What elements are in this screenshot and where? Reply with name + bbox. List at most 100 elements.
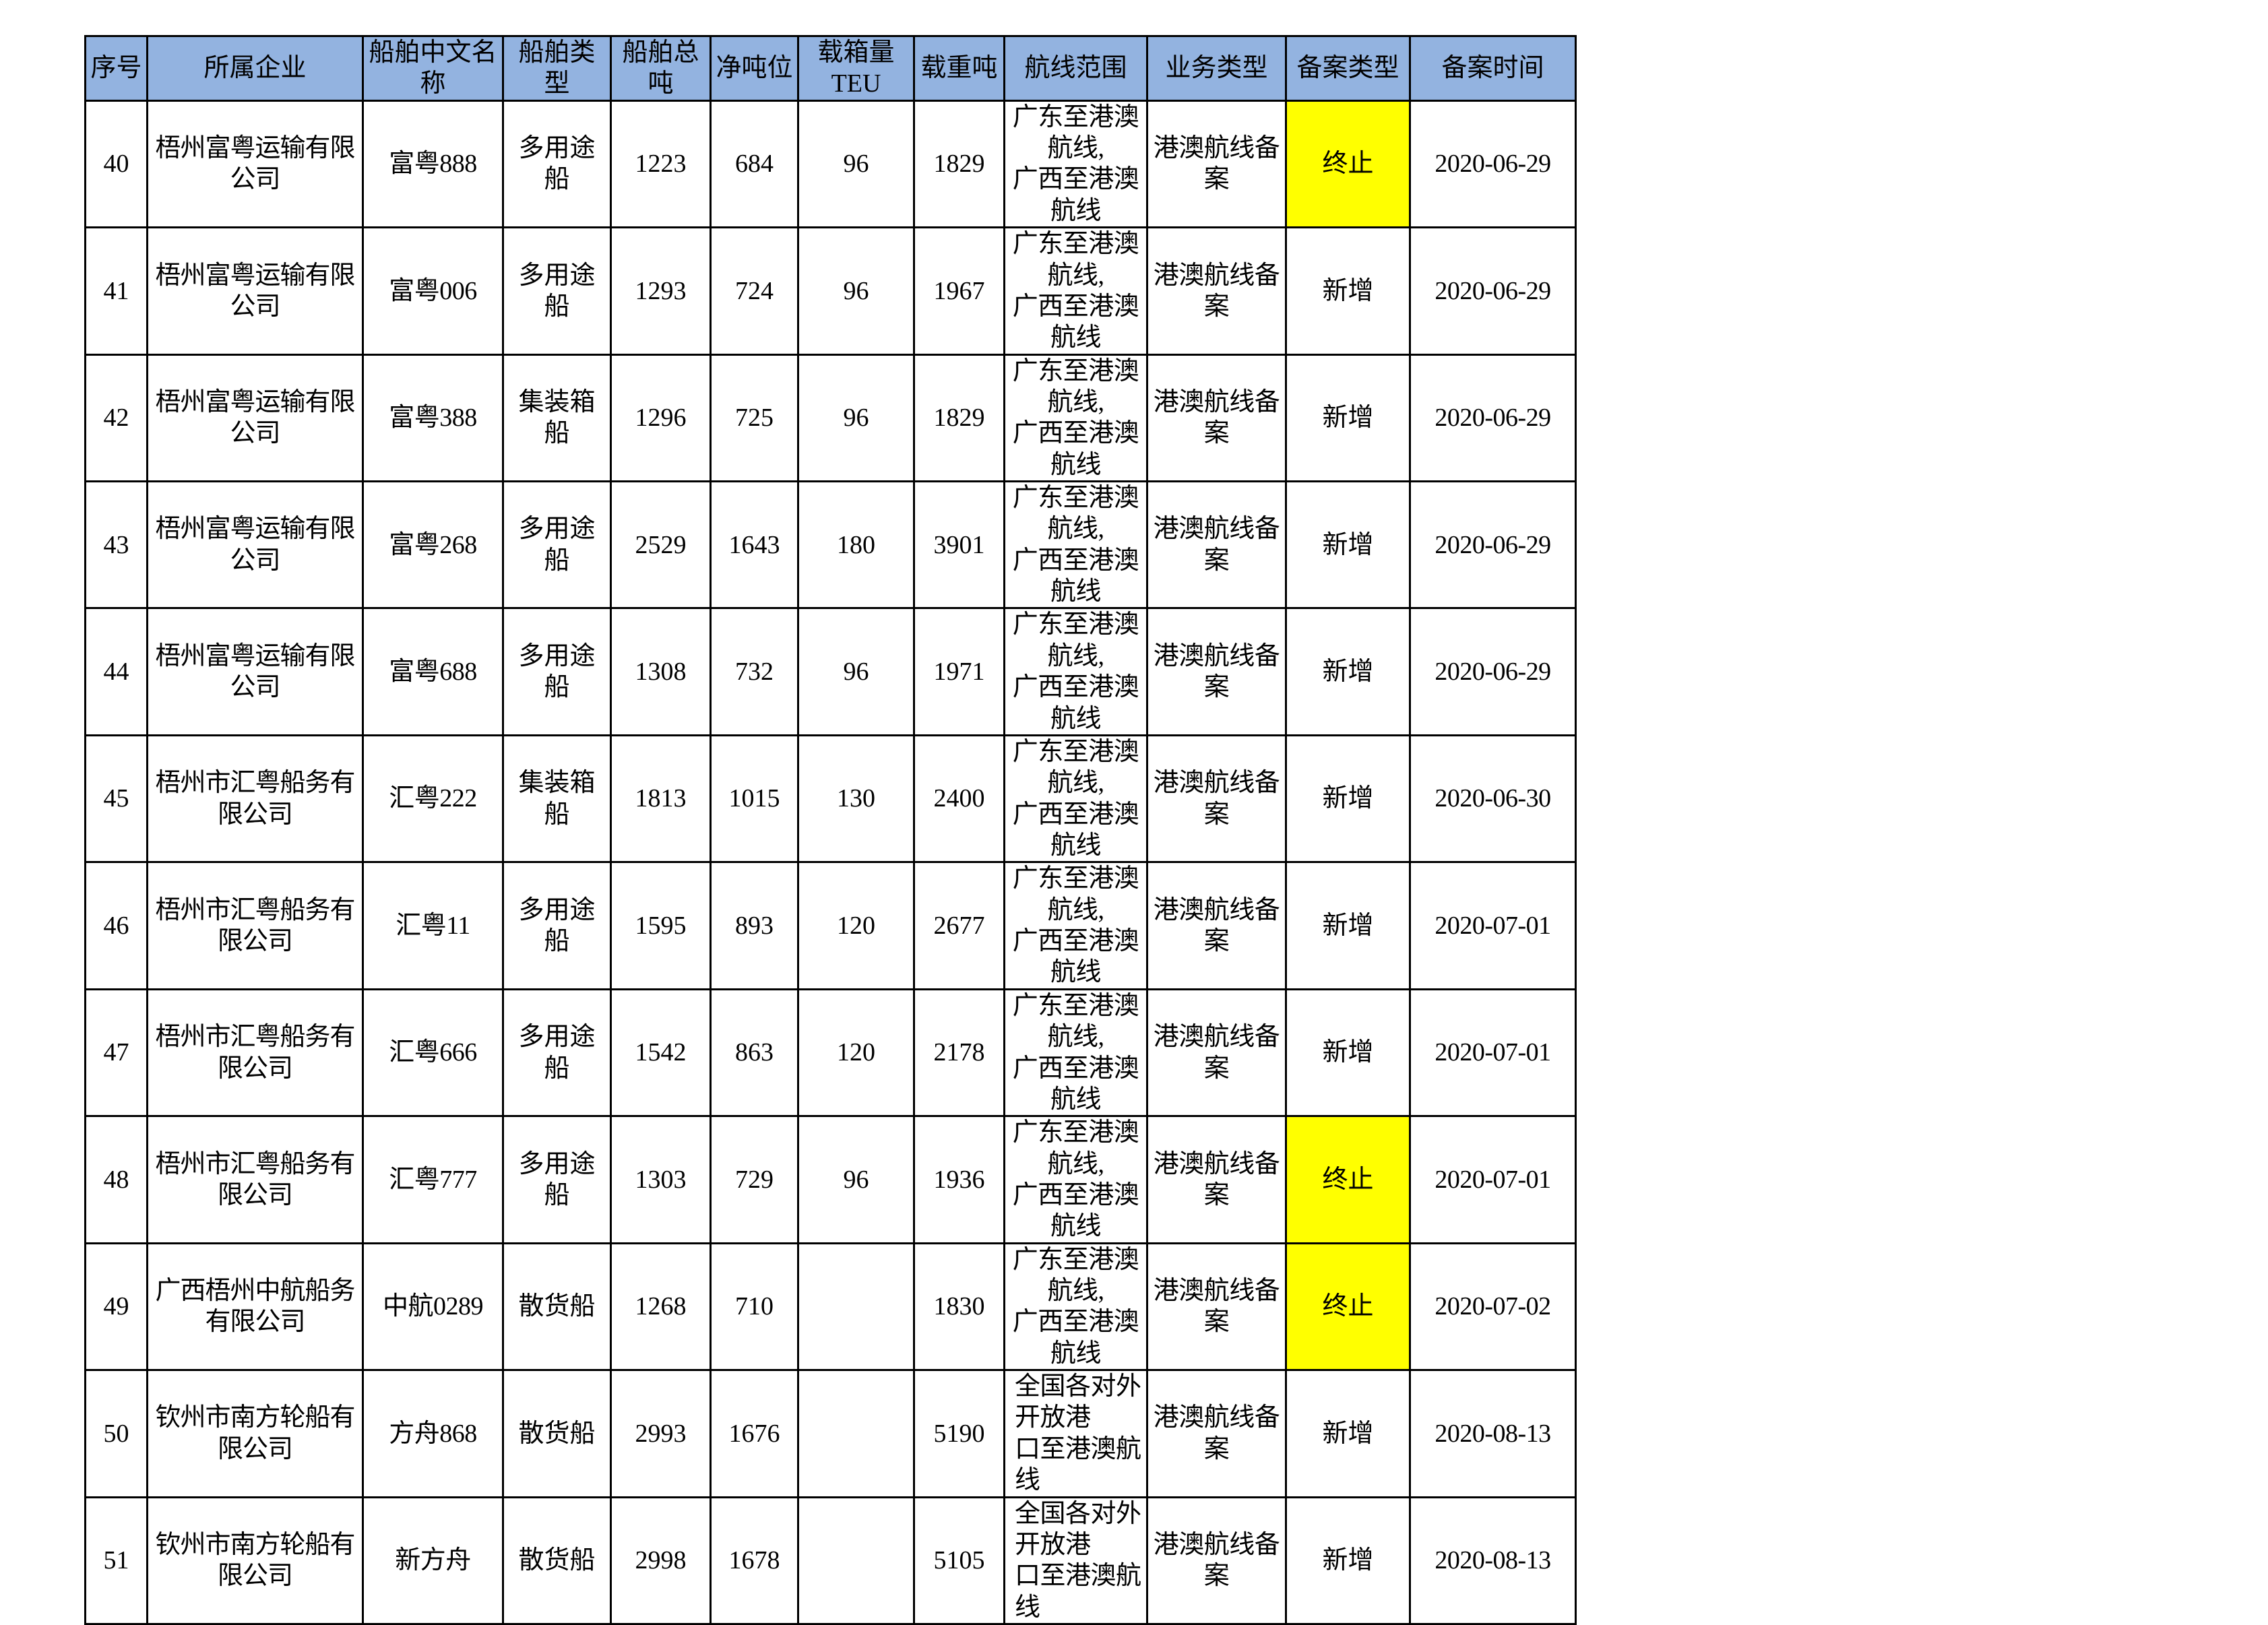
cell-teu: 180 [797,480,915,610]
column-header-record[interactable]: 备案类型 [1285,35,1411,102]
cell-business-type: 港澳航线备案 [1146,99,1287,229]
cell-index: 45 [84,734,148,864]
cell-business-type: 港澳航线备案 [1146,1496,1287,1625]
cell-business-type: 港澳航线备案 [1146,861,1287,990]
route-line-1: 全国各对外开放港 [1015,1499,1141,1559]
column-header-type[interactable]: 船舶类型 [502,35,612,102]
cell-route-range: 广东至港澳航线, 广西至港澳航线 [1003,1115,1148,1244]
cell-record-date: 2020-07-02 [1409,1242,1577,1372]
cell-record-type: 新增 [1285,988,1411,1118]
cell-gross-tonnage: 1268 [610,1242,712,1372]
cell-net-tonnage: 732 [710,607,799,736]
cell-company: 梧州富粤运输有限公司 [146,607,364,736]
cell-route-range: 广东至港澳航线, 广西至港澳航线 [1003,607,1148,736]
column-header-index[interactable]: 序号 [84,35,148,102]
route-line-2: 广西至港澳航线 [1012,800,1139,860]
route-line-1: 广东至港澳航线, [1012,484,1139,544]
cell-net-tonnage: 684 [710,99,799,229]
route-line-1: 广东至港澳航线, [1012,230,1139,290]
cell-business-type: 港澳航线备案 [1146,988,1287,1118]
cell-vessel: 中航0289 [362,1242,504,1372]
cell-deadweight: 1967 [913,226,1005,356]
cell-deadweight: 5190 [913,1369,1005,1498]
cell-gross-tonnage: 2998 [610,1496,712,1625]
column-header-date[interactable]: 备案时间 [1409,35,1577,102]
route-line-1: 广东至港澳航线, [1012,1118,1139,1178]
cell-deadweight: 3901 [913,480,1005,610]
cell-record-type: 新增 [1285,480,1411,610]
cell-company: 梧州市汇粤船务有限公司 [146,988,364,1118]
cell-vessel: 富粤688 [362,607,504,736]
cell-vessel: 富粤888 [362,99,504,229]
cell-teu: 96 [797,99,915,229]
cell-gross-tonnage: 1296 [610,353,712,483]
cell-deadweight: 1830 [913,1242,1005,1372]
column-header-route[interactable]: 航线范围 [1003,35,1148,102]
route-line-1: 广东至港澳航线, [1012,356,1139,416]
cell-index: 43 [84,480,148,610]
cell-record-type: 终止 [1285,99,1411,229]
cell-vessel: 富粤006 [362,226,504,356]
cell-ship-type: 散货船 [502,1369,612,1498]
column-header-business[interactable]: 业务类型 [1146,35,1287,102]
cell-route-range: 广东至港澳航线, 广西至港澳航线 [1003,861,1148,990]
column-header-dwt[interactable]: 载重吨 [913,35,1005,102]
vessel-registry-table: 序号 所属企业 船舶中文名称 船舶类型 船舶总吨 净吨位 载箱量TEU 载重吨 … [84,35,1577,1625]
cell-ship-type: 多用途船 [502,99,612,229]
cell-teu: 96 [797,1115,915,1244]
cell-route-range: 广东至港澳航线, 广西至港澳航线 [1003,1242,1148,1372]
cell-deadweight: 1829 [913,353,1005,483]
table-row: 50 钦州市南方轮船有限公司 方舟868 散货船 2993 1676 5190 全国各对外开放… [84,1369,1577,1498]
cell-gross-tonnage: 2529 [610,480,712,610]
cell-vessel: 汇粤777 [362,1115,504,1244]
column-header-gross[interactable]: 船舶总吨 [610,35,712,102]
column-header-net[interactable]: 净吨位 [710,35,799,102]
table-row: 47 梧州市汇粤船务有限公司 汇粤666 多用途船 1542 863 120 2178 广东至港… [84,988,1577,1118]
cell-deadweight: 2178 [913,988,1005,1118]
cell-company: 梧州富粤运输有限公司 [146,353,364,483]
cell-route-range: 广东至港澳航线, 广西至港澳航线 [1003,480,1148,610]
cell-vessel: 汇粤666 [362,988,504,1118]
cell-index: 49 [84,1242,148,1372]
cell-company: 钦州市南方轮船有限公司 [146,1496,364,1625]
table-header: 序号 所属企业 船舶中文名称 船舶类型 船舶总吨 净吨位 载箱量TEU 载重吨 … [84,35,1577,102]
column-header-vessel[interactable]: 船舶中文名称 [362,35,504,102]
cell-record-type: 终止 [1285,1115,1411,1244]
cell-business-type: 港澳航线备案 [1146,1369,1287,1498]
table-row: 49 广西梧州中航船务有限公司 中航0289 散货船 1268 710 1830 广东至港澳航… [84,1242,1577,1372]
cell-net-tonnage: 1643 [710,480,799,610]
table-row: 43 梧州富粤运输有限公司 富粤268 多用途船 2529 1643 180 3901 广东至港… [84,480,1577,610]
table-row: 41 梧州富粤运输有限公司 富粤006 多用途船 1293 724 96 1967 广东至港澳航… [84,226,1577,356]
column-header-teu[interactable]: 载箱量TEU [797,35,915,102]
cell-company: 梧州富粤运输有限公司 [146,99,364,229]
route-line-2: 广西至港澳航线 [1012,419,1139,479]
cell-vessel: 汇粤222 [362,734,504,864]
cell-route-range: 广东至港澳航线, 广西至港澳航线 [1003,988,1148,1118]
cell-teu: 96 [797,353,915,483]
cell-gross-tonnage: 1223 [610,99,712,229]
table-row: 40 梧州富粤运输有限公司 富粤888 多用途船 1223 684 96 1829 广东至港澳航… [84,99,1577,229]
table-row: 45 梧州市汇粤船务有限公司 汇粤222 集装箱船 1813 1015 130 2400 广东至… [84,734,1577,864]
cell-net-tonnage: 729 [710,1115,799,1244]
cell-record-type: 新增 [1285,226,1411,356]
cell-record-type: 新增 [1285,1369,1411,1498]
cell-record-date: 2020-06-29 [1409,99,1577,229]
cell-record-date: 2020-07-01 [1409,1115,1577,1244]
cell-company: 梧州市汇粤船务有限公司 [146,1115,364,1244]
cell-record-type: 新增 [1285,861,1411,990]
table-row: 48 梧州市汇粤船务有限公司 汇粤777 多用途船 1303 729 96 1936 广东至港澳… [84,1115,1577,1244]
column-header-company[interactable]: 所属企业 [146,35,364,102]
cell-route-range: 广东至港澳航线, 广西至港澳航线 [1003,353,1148,483]
cell-record-type: 新增 [1285,734,1411,864]
cell-net-tonnage: 863 [710,988,799,1118]
cell-deadweight: 2677 [913,861,1005,990]
route-line-1: 广东至港澳航线, [1012,737,1139,798]
cell-index: 51 [84,1496,148,1625]
cell-route-range: 全国各对外开放港 口至港澳航线 [1003,1369,1148,1498]
cell-route-range: 全国各对外开放港 口至港澳航线 [1003,1496,1148,1625]
route-line-2: 广西至港澳航线 [1012,165,1139,225]
cell-company: 梧州市汇粤船务有限公司 [146,734,364,864]
cell-route-range: 广东至港澳航线, 广西至港澳航线 [1003,99,1148,229]
cell-gross-tonnage: 1303 [610,1115,712,1244]
route-line-1: 广东至港澳航线, [1012,102,1139,163]
